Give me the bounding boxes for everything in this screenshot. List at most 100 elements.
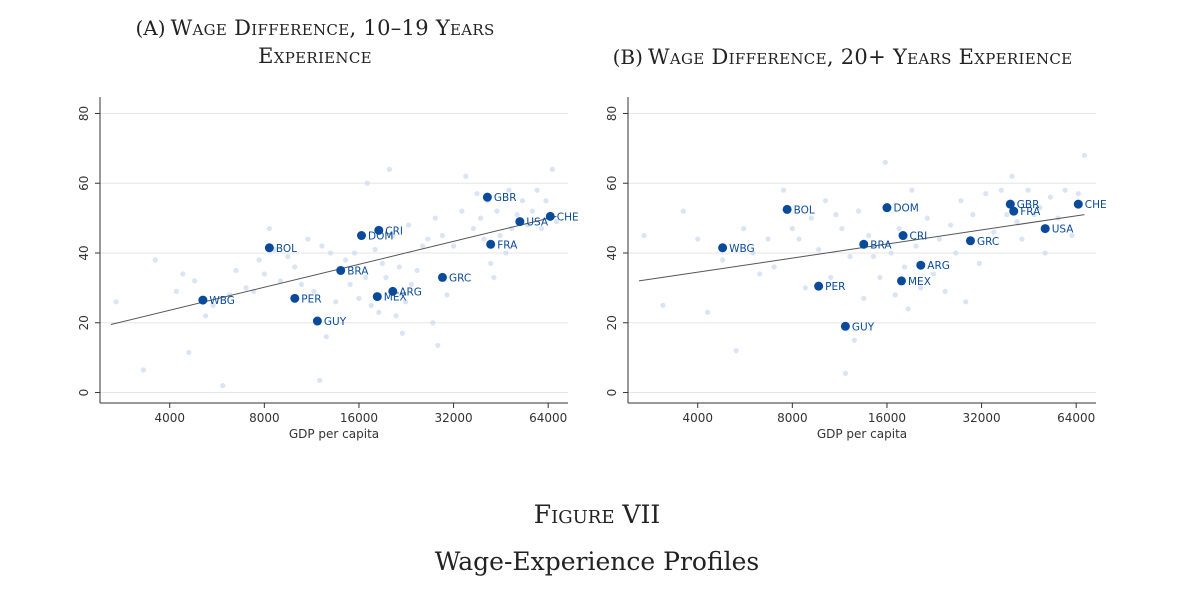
chart-b-point-grc bbox=[965, 236, 975, 246]
chart-b-point-usa bbox=[1040, 224, 1050, 234]
chart-a-background-point bbox=[408, 281, 415, 287]
chart-b-point-label-dom: DOM bbox=[893, 203, 918, 215]
chart-a-background-point bbox=[503, 250, 509, 256]
chart-a-background-point bbox=[514, 212, 520, 218]
chart-a-background-point bbox=[402, 299, 409, 305]
chart-a-x-tick-label: 16000 bbox=[340, 411, 378, 425]
chart-b-point-label-per: PER bbox=[825, 281, 845, 293]
chart-b-background-point bbox=[1037, 205, 1043, 211]
chart-a-background-point bbox=[474, 191, 480, 197]
chart-b-background-point bbox=[816, 246, 822, 253]
chart-a-background-point bbox=[497, 232, 503, 239]
chart-b-background-point bbox=[1062, 187, 1068, 193]
chart-a-point-che bbox=[545, 211, 555, 221]
chart-b-x-tick-label: 32000 bbox=[962, 411, 1000, 425]
chart-a-background-point bbox=[173, 288, 179, 294]
chart-b-background-point bbox=[1031, 212, 1037, 218]
chart-b-background-point bbox=[936, 236, 943, 242]
chart-a-background-point bbox=[419, 243, 426, 249]
chart-a-background-point bbox=[488, 260, 494, 267]
chart-a-point-mex bbox=[372, 292, 382, 302]
chart-a-background-point bbox=[266, 225, 272, 232]
chart-b-point-fra bbox=[1009, 206, 1019, 216]
chart-a-background-point bbox=[333, 299, 339, 305]
chart-b-background-point bbox=[1019, 236, 1025, 242]
chart-a-background-point bbox=[298, 281, 305, 287]
chart-b-background-point bbox=[741, 225, 747, 232]
chart-a-background-point bbox=[292, 264, 298, 270]
chart-a-point-label-arg: ARG bbox=[399, 286, 422, 298]
chart-b-background-point bbox=[789, 225, 795, 232]
chart-b-background-point bbox=[901, 264, 908, 270]
chart-a-background-point bbox=[243, 285, 249, 291]
chart-b-point-label-gbr: GBR bbox=[1017, 199, 1040, 211]
chart-a-background-point bbox=[439, 232, 446, 239]
chart-a-background-point bbox=[311, 288, 317, 294]
chart-a-background-point bbox=[364, 180, 370, 186]
chart-b-y-tick-label: 40 bbox=[605, 245, 619, 260]
chart-a-point-label-guy: GUY bbox=[324, 316, 347, 328]
chart-b-background-point bbox=[822, 198, 829, 204]
chart-b-background-point bbox=[780, 187, 787, 193]
chart-b-point-mex bbox=[897, 276, 907, 286]
chart-a-point-usa bbox=[515, 217, 525, 227]
chart-a-background-point bbox=[393, 313, 399, 319]
chart-a-background-point bbox=[491, 274, 497, 281]
chart-b-background-point bbox=[882, 159, 888, 165]
chart-a-background-point bbox=[256, 257, 262, 263]
chart-b-background-point bbox=[765, 236, 771, 242]
chart-b-point-label-mex: MEX bbox=[908, 276, 931, 288]
figure-caption: Wage-Experience Profiles bbox=[434, 547, 760, 576]
chart-a-x-tick-label: 32000 bbox=[434, 411, 472, 425]
chart-b-background-point bbox=[896, 225, 902, 232]
chart-a-background-point bbox=[202, 313, 209, 319]
chart-a-background-point bbox=[414, 267, 420, 274]
chart-b-point-guy bbox=[840, 321, 850, 331]
chart-b-point-bra bbox=[859, 239, 869, 249]
chart-a-point-wbg bbox=[198, 295, 208, 305]
chart-a-background-point bbox=[549, 166, 555, 172]
chart-a-point-label-bol: BOL bbox=[276, 243, 297, 255]
panel-a-tag: (A) bbox=[135, 16, 166, 40]
chart-b-point-arg bbox=[916, 260, 926, 270]
chart-b-background-point bbox=[963, 299, 969, 305]
chart-a-point-gbr bbox=[482, 192, 492, 202]
chart-a-point-label-usa: USA bbox=[526, 217, 549, 229]
panel-b-title-line1: Wage Difference, 20+ Years Experience bbox=[647, 45, 1073, 69]
chart-b-background-point bbox=[1004, 212, 1010, 218]
chart-a-background-point bbox=[113, 299, 119, 305]
chart-a-background-point bbox=[390, 232, 396, 239]
chart-a-fit-line bbox=[110, 215, 557, 325]
chart-a-y-tick-label: 60 bbox=[77, 176, 91, 191]
chart-b-point-label-usa: USA bbox=[1052, 224, 1075, 236]
chart-b-background-point bbox=[892, 292, 898, 298]
chart-a-background-point bbox=[405, 222, 412, 228]
chart-a-background-point bbox=[444, 292, 450, 298]
chart-a-point-label-cri: CRI bbox=[385, 225, 403, 237]
chart-a-point-bra bbox=[336, 265, 346, 275]
chart-b-background-point bbox=[1069, 232, 1075, 239]
chart-a-background-point bbox=[543, 198, 549, 204]
chart-b-background-point bbox=[870, 253, 877, 260]
chart-b-background-point bbox=[720, 257, 726, 263]
chart-a-background-point bbox=[152, 257, 158, 263]
chart-b-background-point bbox=[1014, 219, 1020, 225]
chart-a-point-label-mex: MEX bbox=[384, 292, 407, 304]
chart-a-point-dom bbox=[356, 231, 366, 241]
chart-b-background-point bbox=[942, 288, 948, 294]
chart-a-background-point bbox=[233, 267, 239, 274]
chart-b-background-point bbox=[1025, 187, 1031, 193]
chart-a-background-point bbox=[376, 309, 382, 315]
chart-b-background-point bbox=[851, 337, 857, 343]
chart-a-point-label-grc: GRC bbox=[449, 272, 471, 284]
chart-a-background-point bbox=[450, 243, 457, 249]
chart-a-background-point bbox=[553, 219, 560, 225]
chart-a-background-point bbox=[432, 215, 438, 221]
chart-a-point-label-wbg: WBG bbox=[209, 295, 235, 307]
chart-b-background-point bbox=[1075, 191, 1081, 197]
chart-a-x-tick-label: 4000 bbox=[154, 411, 185, 425]
chart-b-background-point bbox=[970, 212, 976, 218]
chart-a-background-point bbox=[277, 278, 284, 284]
chart-a-background-point bbox=[430, 320, 436, 326]
chart-b-background-point bbox=[856, 208, 862, 214]
